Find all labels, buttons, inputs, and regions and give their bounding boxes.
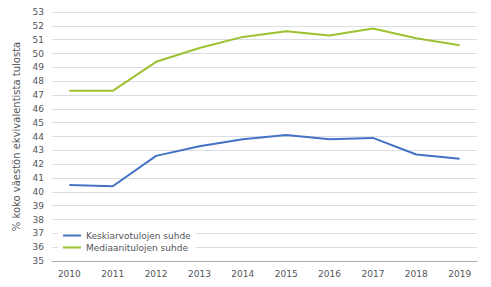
svg-text:38: 38 xyxy=(33,215,45,225)
svg-text:2014: 2014 xyxy=(231,269,254,279)
svg-text:37: 37 xyxy=(33,228,44,238)
svg-text:Mediaanitulojen suhde: Mediaanitulojen suhde xyxy=(86,243,188,253)
svg-text:2015: 2015 xyxy=(275,269,298,279)
svg-text:42: 42 xyxy=(33,159,44,169)
svg-text:2017: 2017 xyxy=(361,269,384,279)
svg-text:43: 43 xyxy=(33,145,44,155)
svg-text:41: 41 xyxy=(33,173,44,183)
svg-text:35: 35 xyxy=(33,256,44,266)
svg-text:2016: 2016 xyxy=(318,269,341,279)
svg-text:2019: 2019 xyxy=(448,269,471,279)
svg-text:% koko väestön ekvivalentista: % koko väestön ekvivalentista tulosta xyxy=(11,42,22,231)
svg-text:50: 50 xyxy=(33,49,45,59)
svg-text:2013: 2013 xyxy=(188,269,211,279)
svg-text:36: 36 xyxy=(33,242,45,252)
svg-text:2018: 2018 xyxy=(405,269,428,279)
svg-text:47: 47 xyxy=(33,90,44,100)
svg-text:45: 45 xyxy=(33,118,44,128)
svg-text:Keskiarvotulojen suhde: Keskiarvotulojen suhde xyxy=(86,231,191,241)
svg-text:2012: 2012 xyxy=(145,269,168,279)
svg-text:46: 46 xyxy=(33,104,45,114)
svg-text:53: 53 xyxy=(33,7,44,17)
svg-text:44: 44 xyxy=(33,132,45,142)
svg-text:39: 39 xyxy=(33,201,45,211)
svg-text:48: 48 xyxy=(33,76,45,86)
svg-text:40: 40 xyxy=(33,187,45,197)
svg-text:2011: 2011 xyxy=(101,269,124,279)
svg-text:51: 51 xyxy=(33,35,44,45)
svg-text:49: 49 xyxy=(33,62,45,72)
svg-text:2010: 2010 xyxy=(58,269,81,279)
svg-text:52: 52 xyxy=(33,21,44,31)
